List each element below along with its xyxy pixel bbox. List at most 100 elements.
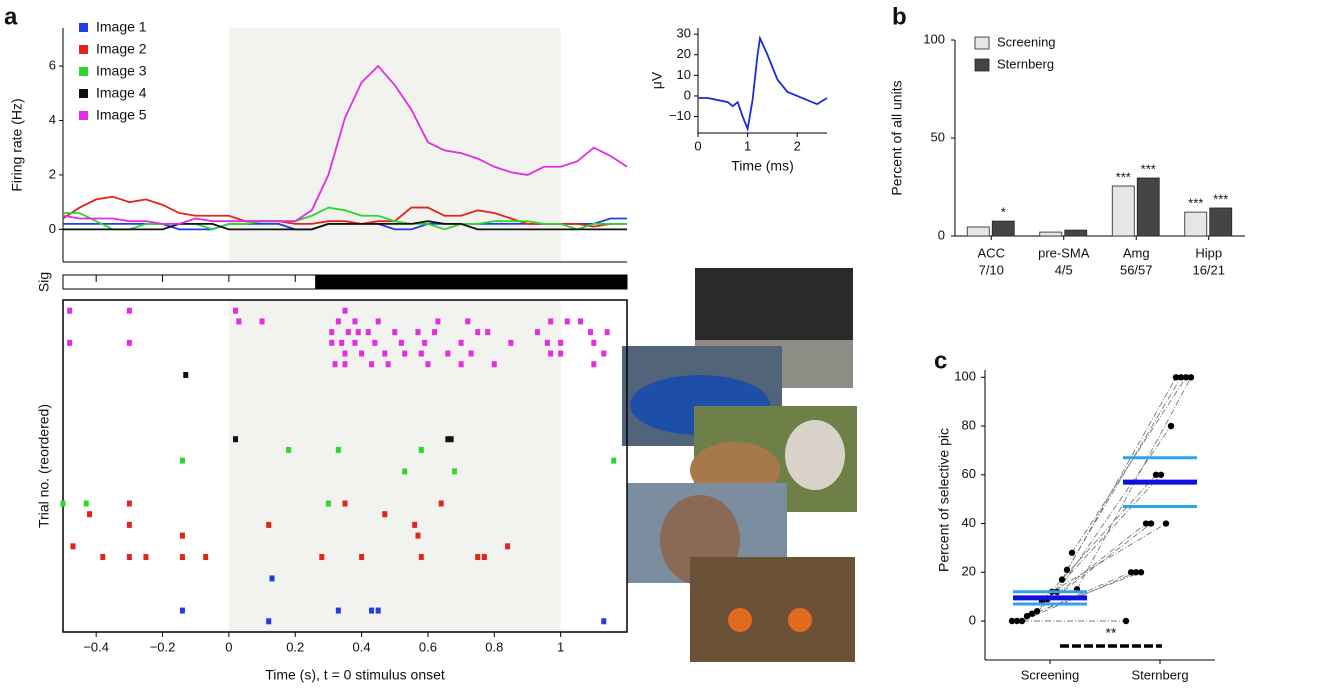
spike: [418, 554, 424, 561]
spike: [319, 554, 325, 561]
spike: [203, 554, 209, 561]
line: [698, 35, 828, 133]
spike: [398, 339, 404, 346]
pair-link: [1041, 474, 1157, 602]
x-tick-label: Screening: [1021, 667, 1080, 682]
significance: ***: [1141, 161, 1156, 176]
x-tick-sublabel: 4/5: [1055, 262, 1073, 277]
legend-label: Image 3: [96, 63, 147, 79]
x-axis-label: Time (ms): [731, 158, 793, 174]
x-tick-label: −0.4: [83, 639, 109, 654]
spike: [458, 339, 464, 346]
legend-label: Image 4: [96, 85, 147, 101]
y-axis-label: Percent of selective pic: [936, 428, 952, 572]
spike: [544, 339, 550, 346]
spike: [578, 318, 584, 325]
spike: [438, 500, 444, 507]
point: [1147, 520, 1155, 527]
spike: [183, 371, 189, 378]
spike: [564, 318, 570, 325]
line: [63, 220, 627, 231]
spike: [179, 457, 185, 464]
spike: [359, 350, 365, 357]
spike: [402, 350, 408, 357]
point: [1122, 617, 1130, 625]
point: [1063, 566, 1071, 574]
spike: [611, 457, 617, 464]
point: [1013, 617, 1021, 625]
point: [1152, 471, 1160, 478]
spike: [126, 307, 132, 314]
y-tick-label: 0: [938, 227, 945, 242]
spike: [365, 329, 371, 336]
spike: [468, 350, 474, 357]
spike: [412, 521, 418, 528]
spike: [601, 618, 607, 625]
spike: [508, 339, 514, 346]
y-axis-label: Percent of all units: [889, 80, 905, 195]
bar: [1039, 231, 1063, 237]
spike: [266, 618, 272, 625]
point: [1172, 374, 1180, 381]
spike: [266, 521, 272, 528]
legend-swatch: [79, 45, 88, 54]
bar: [991, 220, 1015, 237]
spike: [601, 350, 607, 357]
pair-link: [1066, 377, 1182, 571]
spike: [325, 500, 331, 507]
pair-link: [1046, 474, 1162, 600]
spike: [179, 554, 185, 561]
spike: [475, 554, 481, 561]
stimulus-images: [622, 268, 857, 662]
spike: [425, 361, 431, 368]
spike: [335, 607, 341, 614]
spike: [143, 554, 149, 561]
point: [1167, 422, 1175, 430]
panel-letter: b: [892, 3, 907, 30]
y-axis-label: μV: [649, 71, 665, 89]
legend-swatch: [79, 111, 88, 120]
point: [1157, 471, 1165, 478]
spike: [355, 329, 361, 336]
spike: [329, 329, 335, 336]
x-tick-label: Sternberg: [1131, 667, 1188, 682]
y-tick-label: −10: [669, 108, 691, 123]
spike: [126, 554, 132, 561]
point: [1008, 617, 1016, 625]
x-tick-label: 0: [225, 639, 232, 654]
spike: [70, 543, 76, 550]
point: [1182, 374, 1190, 381]
spike: [375, 607, 381, 614]
point: [1127, 569, 1135, 576]
x-tick-label: 0.6: [419, 639, 437, 654]
significance: ***: [1213, 191, 1228, 206]
stimulus-shade: [228, 300, 561, 632]
spike: [402, 468, 408, 475]
spike: [475, 329, 481, 336]
sig-label: Sig: [36, 272, 52, 292]
spike: [458, 361, 464, 368]
spike: [392, 329, 398, 336]
legend-label: Screening: [997, 34, 1056, 49]
spike: [179, 607, 185, 614]
spike: [359, 554, 365, 561]
spike: [505, 543, 511, 550]
spike: [259, 318, 265, 325]
y-tick-label: 20: [677, 46, 691, 61]
significance: **: [1106, 625, 1117, 641]
spike: [342, 350, 348, 357]
bar: [1064, 229, 1088, 237]
spike: [286, 446, 292, 453]
y-tick-label: 6: [49, 58, 56, 73]
x-tick-label: Amg: [1123, 245, 1150, 260]
spike: [126, 500, 132, 507]
point: [1177, 374, 1185, 381]
point: [1187, 374, 1195, 381]
panel-letter: a: [4, 3, 18, 30]
spike: [345, 329, 351, 336]
x-tick-label: 0.2: [286, 639, 304, 654]
x-tick-label: ACC: [978, 245, 1005, 260]
spike: [269, 575, 275, 582]
y-tick-label: 4: [49, 112, 56, 127]
